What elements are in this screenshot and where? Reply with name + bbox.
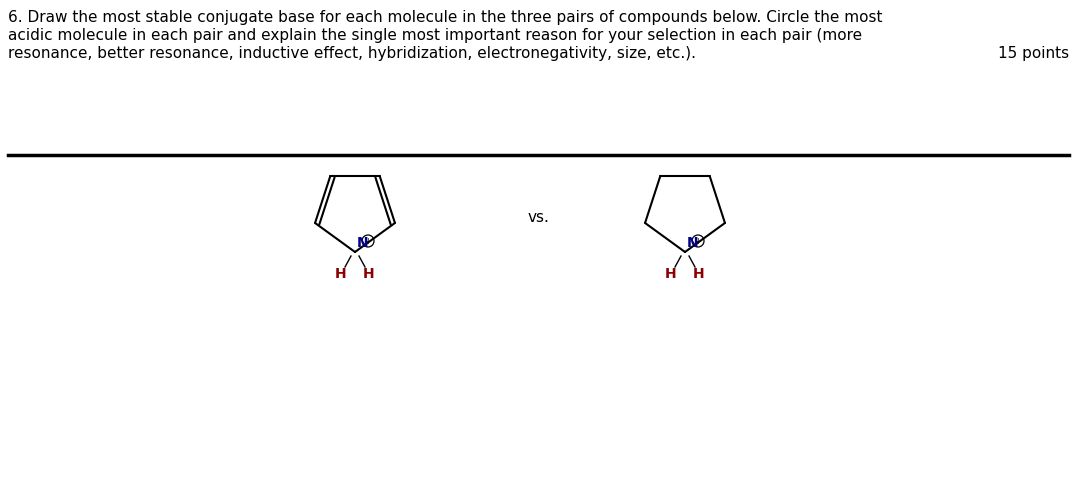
Text: resonance, better resonance, inductive effect, hybridization, electronegativity,: resonance, better resonance, inductive e… [8,46,696,61]
Text: N: N [687,236,699,250]
Text: +: + [364,237,372,245]
Text: +: + [695,237,701,245]
Text: H: H [363,267,375,281]
Text: 6. Draw the most stable conjugate base for each molecule in the three pairs of c: 6. Draw the most stable conjugate base f… [8,10,882,25]
Text: H: H [335,267,347,281]
Text: H: H [666,267,676,281]
Text: acidic molecule in each pair and explain the single most important reason for yo: acidic molecule in each pair and explain… [8,28,862,43]
Text: N: N [356,236,368,250]
Text: 15 points: 15 points [998,46,1069,61]
Text: vs.: vs. [527,211,549,226]
Text: H: H [694,267,704,281]
